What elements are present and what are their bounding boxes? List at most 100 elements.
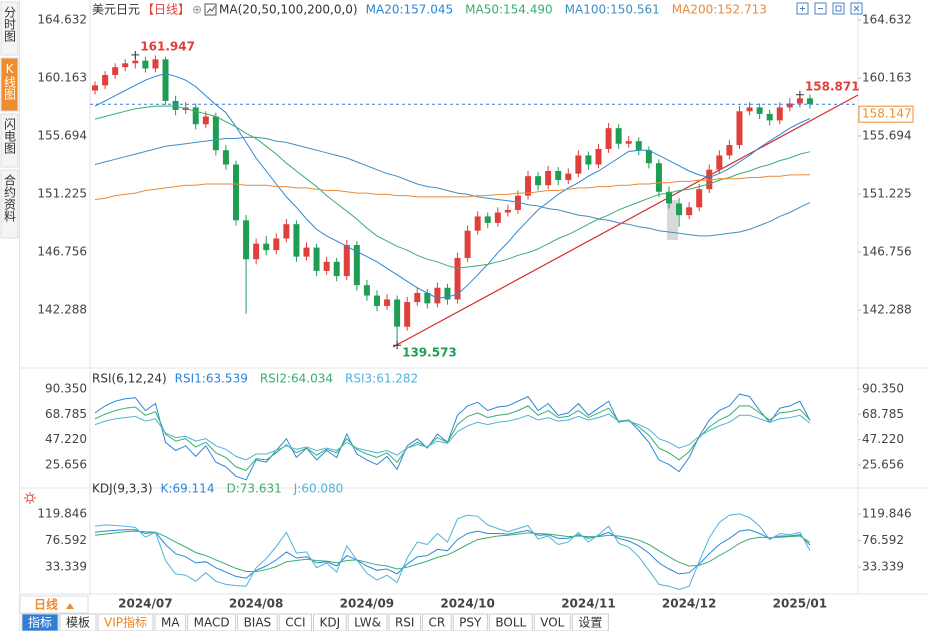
sidebar-tab-label[interactable]: K线图 (3, 62, 17, 100)
toolbar-tab[interactable] (21, 613, 59, 631)
toolbar-tab[interactable] (154, 613, 187, 631)
legend-entry: MA100:150.561 (565, 3, 660, 17)
y-tick-label-right: 76.592 (862, 533, 904, 547)
period-button-label[interactable]: 日线 (34, 597, 58, 612)
trend-line[interactable] (392, 94, 859, 348)
candle-body (424, 292, 431, 304)
toolbar-tab-label[interactable]: KDJ (319, 616, 340, 630)
candle-body (454, 257, 461, 300)
toolbar-tab-label[interactable]: PSY (459, 616, 482, 630)
y-tick-label-right: 142.288 (862, 303, 912, 317)
candle-body (686, 207, 693, 216)
sidebar-tab-label[interactable]: 分时图 (3, 6, 17, 42)
top-tools[interactable] (796, 2, 863, 15)
toolbar-tab[interactable] (187, 613, 237, 631)
candle-body (625, 141, 632, 144)
candle-body (394, 299, 401, 327)
extreme-label: 158.871 (805, 79, 860, 93)
toolbar-tab-label[interactable]: VIP指标 (104, 615, 147, 630)
extreme-marker (393, 341, 402, 350)
toolbar-tab-label[interactable]: LW& (354, 616, 381, 630)
candle-body (474, 216, 481, 231)
toolbar-tab[interactable] (278, 613, 312, 631)
x-tick-label: 2024/08 (229, 597, 283, 611)
toolbar-tab[interactable] (571, 613, 609, 631)
y-tick-label: 160.163 (37, 71, 87, 85)
toolbar-tab-label[interactable]: RSI (395, 616, 415, 630)
sidebar-tab[interactable] (0, 113, 19, 168)
candle-body (726, 145, 733, 156)
candle-body (746, 107, 753, 112)
y-tick-label: 119.846 (37, 506, 87, 520)
toolbar-tab[interactable] (97, 613, 154, 631)
tool-icon[interactable] (850, 2, 863, 15)
candle-body (444, 287, 451, 300)
sidebar-tab[interactable] (0, 57, 19, 112)
toolbar-tab-label[interactable]: VOL (540, 616, 564, 630)
toolbar-tab-label[interactable]: 指标 (28, 615, 52, 630)
legend-entry: J:60.080 (293, 482, 344, 496)
candle-body (373, 295, 380, 306)
x-tick-label: 2024/07 (118, 597, 172, 611)
sidebar-tab[interactable] (0, 169, 19, 239)
highlight-block (667, 200, 678, 240)
toolbar-tab[interactable] (59, 613, 97, 631)
toolbar-tab-label[interactable]: MACD (194, 616, 230, 630)
tool-icon[interactable] (796, 2, 809, 15)
candle-body (756, 107, 763, 114)
candle-body (404, 302, 411, 327)
toolbar-tab[interactable] (421, 613, 452, 631)
toolbar-tab-label[interactable]: BIAS (244, 616, 272, 630)
sun-icon[interactable] (24, 492, 36, 504)
candle-body (585, 155, 592, 165)
toolbar-tab-label[interactable]: BOLL (495, 616, 526, 630)
y-tick-label-right: 119.846 (862, 506, 912, 520)
series-line (94, 73, 811, 299)
candle-body (806, 98, 813, 105)
toolbar-tab[interactable] (312, 613, 347, 631)
candle-body (504, 209, 511, 213)
toolbar-tab[interactable] (488, 613, 533, 631)
settings-icon[interactable]: ⊕ (192, 3, 202, 17)
sidebar-tab-label[interactable]: 合约资料 (3, 173, 17, 222)
toolbar-tab-label[interactable]: 设置 (578, 616, 602, 630)
y-tick-label-right: 160.163 (862, 71, 912, 85)
toolbar-tab-label[interactable]: CCI (285, 616, 305, 630)
candle-body (212, 116, 219, 151)
y-tick-label: 146.756 (37, 245, 87, 259)
toolbar-tab-label[interactable]: 模板 (66, 616, 90, 630)
last-price-label: 158.147 (862, 107, 912, 121)
toolbar-tab[interactable] (388, 613, 421, 631)
y-tick-label: 155.694 (37, 129, 87, 143)
candle-body (192, 107, 199, 125)
candle-body (112, 67, 119, 75)
candle-body (696, 189, 703, 208)
candle-body (363, 285, 370, 296)
candle-body (484, 216, 491, 223)
candle-body (233, 164, 240, 221)
tool-icon[interactable] (814, 2, 827, 15)
candle-body (263, 243, 270, 251)
sidebar-tab-label[interactable]: 闪电图 (3, 118, 17, 154)
sidebar-tab[interactable] (0, 1, 19, 56)
y-tick-label: 25.656 (45, 457, 87, 471)
toolbar-tab[interactable] (237, 613, 278, 631)
candle-body (645, 150, 652, 164)
toolbar-tab-label[interactable]: CR (428, 616, 445, 630)
toolbar-tab[interactable] (347, 613, 388, 631)
toolbar-tab-label[interactable]: MA (161, 616, 180, 630)
period-arrow[interactable] (66, 603, 74, 609)
y-tick-label: 142.288 (37, 303, 87, 317)
x-tick-label: 2024/11 (561, 597, 615, 611)
tool-icon[interactable] (832, 2, 845, 15)
candle-body (605, 128, 612, 149)
series-line (94, 136, 811, 237)
toolbar-tab[interactable] (452, 613, 488, 631)
toolbar-tab[interactable] (533, 613, 571, 631)
indicator-icon[interactable] (204, 3, 217, 16)
indicator-label: KDJ(9,3,3) (92, 482, 153, 496)
candle-body (786, 103, 793, 108)
candle-body (152, 59, 159, 69)
legend-entry: K:69.114 (161, 482, 215, 496)
